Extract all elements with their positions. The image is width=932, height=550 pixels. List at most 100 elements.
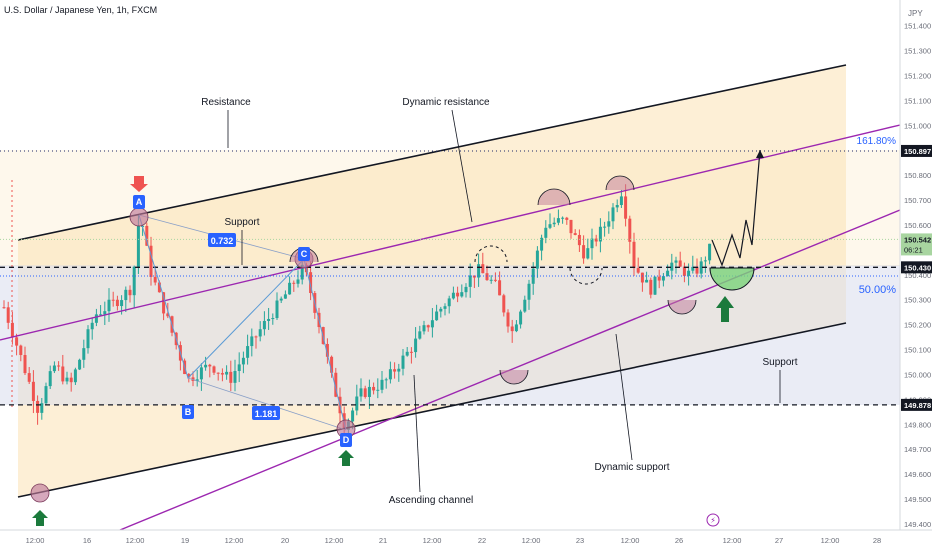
candle-body xyxy=(657,276,661,281)
range-zone xyxy=(0,265,900,405)
candle-body xyxy=(52,365,56,372)
annotation-label: Support xyxy=(762,357,797,368)
candle-body xyxy=(351,410,355,422)
candle-body xyxy=(107,299,111,312)
x-tick-label: 12:00 xyxy=(522,536,541,545)
candle-body xyxy=(388,369,392,380)
annotation-label: Support xyxy=(224,217,259,228)
y-tick-label: 149.800 xyxy=(904,420,931,429)
candle-body xyxy=(166,313,170,317)
candle-body xyxy=(493,279,497,281)
candle-body xyxy=(2,307,6,309)
candle-body xyxy=(477,264,481,278)
candle-body xyxy=(220,373,224,375)
candle-body xyxy=(439,308,443,312)
projection-path xyxy=(711,149,761,267)
price-tag-label: 150.542 xyxy=(904,235,931,244)
candle-body xyxy=(603,226,607,228)
candle-body xyxy=(10,322,14,338)
candle-body xyxy=(561,217,565,219)
pivot-arc xyxy=(667,299,697,315)
channel-lower-line xyxy=(17,322,847,498)
candle-body xyxy=(296,279,300,284)
candle-body xyxy=(94,314,98,323)
candle-body xyxy=(23,355,27,374)
candle-body xyxy=(69,377,73,383)
candle-body xyxy=(632,241,636,269)
candle-body xyxy=(48,371,52,387)
up-arrow xyxy=(716,296,734,322)
annotation-pointer xyxy=(451,109,473,223)
candle-body xyxy=(430,320,434,328)
candle-body xyxy=(376,389,380,391)
price-tag-bg xyxy=(901,144,932,157)
candles-layer xyxy=(2,184,712,439)
x-tick-label: 16 xyxy=(83,536,91,545)
candle-body xyxy=(149,245,153,277)
price-tag-bg xyxy=(901,233,932,256)
dashed-arc xyxy=(569,267,603,285)
x-tick-label: 27 xyxy=(775,536,783,545)
candle-body xyxy=(132,266,136,296)
green-arc xyxy=(709,267,755,291)
price-tag-label: 150.897 xyxy=(904,147,931,156)
candle-body xyxy=(540,237,544,251)
candle-body xyxy=(6,307,10,323)
point-label-bg xyxy=(298,247,310,261)
candle-body xyxy=(426,325,430,328)
x-tick-label: 12:00 xyxy=(325,536,344,545)
candle-body xyxy=(44,386,48,404)
candle-body xyxy=(577,234,581,246)
candle-body xyxy=(502,295,506,313)
candle-body xyxy=(292,282,296,284)
currency-label: JPY xyxy=(908,9,923,18)
bd-retrace-line xyxy=(187,377,347,431)
point-label-d: D xyxy=(343,435,350,445)
candle-body xyxy=(36,400,40,413)
candle-body xyxy=(401,355,405,369)
candle-body xyxy=(187,374,191,378)
candle-body xyxy=(506,312,510,327)
abcd-path xyxy=(138,214,347,431)
candle-body xyxy=(514,324,518,332)
candle-body xyxy=(115,299,119,307)
candle-body xyxy=(359,388,363,397)
candle-body xyxy=(367,386,371,397)
y-tick-label: 150.600 xyxy=(904,221,931,230)
ratio-label: 1.181 xyxy=(255,409,278,419)
candle-body xyxy=(481,264,485,274)
candle-body xyxy=(363,388,367,397)
candle-body xyxy=(472,275,476,278)
price-tag-bg xyxy=(901,261,932,274)
x-tick-label: 23 xyxy=(576,536,584,545)
annotation-label: Ascending channel xyxy=(389,495,474,506)
candle-body xyxy=(309,272,313,294)
candle-body xyxy=(674,260,678,263)
candle-body xyxy=(355,396,359,411)
point-label-bg xyxy=(182,405,194,419)
up-arrow xyxy=(338,450,354,466)
candle-body xyxy=(670,262,674,271)
candle-body xyxy=(699,261,703,274)
candle-body xyxy=(489,279,493,281)
candle-body xyxy=(61,366,65,382)
candle-body xyxy=(682,266,686,276)
x-tick-label: 12:00 xyxy=(821,536,840,545)
candle-body xyxy=(569,219,573,234)
up-arrow xyxy=(32,510,48,526)
candle-body xyxy=(191,377,195,381)
pivot-arc xyxy=(499,369,529,385)
price-tag-countdown: 06:21 xyxy=(904,245,923,254)
candle-body xyxy=(19,345,23,356)
candle-body xyxy=(397,368,401,372)
candle-body xyxy=(435,311,439,321)
candle-body xyxy=(573,233,577,235)
marks-layer: 161.80% 50.00% A B C D 0.732 1.181 Resistance Dyn… xyxy=(30,97,896,526)
candle-body xyxy=(552,222,556,225)
candle-body xyxy=(229,371,233,383)
y-tick-label: 149.400 xyxy=(904,520,931,529)
candle-body xyxy=(267,318,271,321)
